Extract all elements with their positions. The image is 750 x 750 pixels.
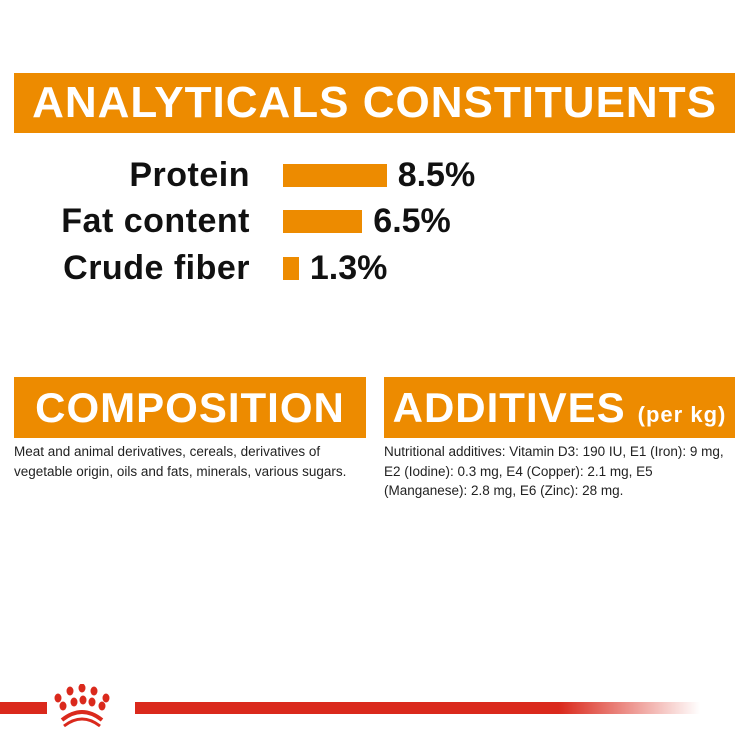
constituent-label: Crude fiber: [63, 249, 250, 287]
constituent-row: Fat content 6.5%: [0, 201, 750, 241]
constituent-value: 6.5%: [373, 202, 451, 240]
additives-title: ADDITIVES: [392, 383, 626, 431]
constituent-bar: [283, 257, 299, 280]
constituent-bar: [283, 210, 363, 233]
additives-unit: (per kg): [637, 402, 727, 427]
crown-logo-icon: [54, 684, 110, 728]
additives-text: Nutritional additives: Vitamin D3: 190 I…: [384, 444, 724, 498]
constituent-value: 1.3%: [309, 249, 388, 287]
additives-header: ADDITIVES (per kg): [384, 377, 735, 438]
constituent-bar: [283, 164, 387, 187]
constituent-label: Protein: [129, 156, 250, 194]
analyticals-header: ANALYTICALS CONSTITUENTS: [14, 73, 735, 133]
brand-ribbon-left: [0, 702, 47, 714]
composition-text: Meat and animal derivatives, cereals, de…: [14, 444, 347, 479]
constituent-value: 8.5%: [397, 156, 476, 194]
brand-ribbon-right: [135, 702, 700, 714]
constituent-label: Fat content: [61, 202, 250, 240]
composition-header: COMPOSITION: [14, 377, 366, 438]
constituent-row: Protein 8.5%: [0, 155, 750, 195]
constituent-row: Crude fiber 1.3%: [0, 248, 750, 288]
